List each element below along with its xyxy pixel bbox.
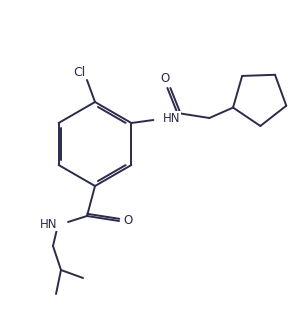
Text: O: O — [124, 214, 133, 227]
Text: HN: HN — [163, 112, 181, 124]
Text: Cl: Cl — [73, 66, 85, 79]
Text: HN: HN — [39, 218, 57, 231]
Text: O: O — [161, 72, 170, 85]
